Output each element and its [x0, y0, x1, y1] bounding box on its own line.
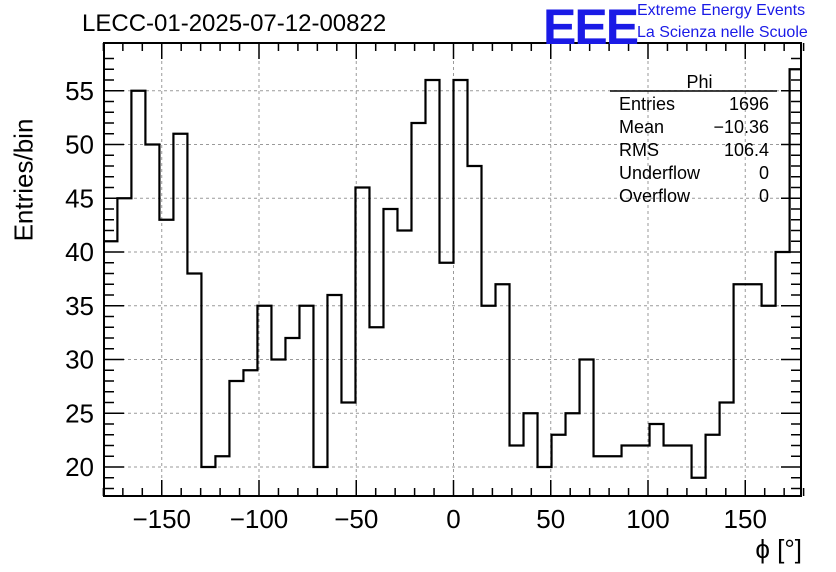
- y-tick-label: 20: [65, 452, 94, 482]
- plot-frame: [103, 42, 802, 497]
- stats-value: 106.4: [724, 140, 769, 160]
- x-tick-label: 100: [626, 504, 669, 534]
- y-tick-label: 35: [65, 291, 94, 321]
- stats-value: 1696: [729, 94, 769, 114]
- stats-value: 0: [759, 186, 769, 206]
- stats-label: Mean: [619, 117, 664, 137]
- logo-line-1: Extreme Energy Events: [637, 2, 806, 19]
- chart-title: LECC-01-2025-07-12-00822: [82, 10, 387, 37]
- y-axis-label: Entries/bin: [8, 118, 39, 242]
- x-axis-label: ϕ [°]: [755, 534, 802, 564]
- x-tick-label: 150: [724, 504, 767, 534]
- tick-labels: −150 −100 −50 0 50 100 150 20 25 30 35 40 45 50 55: [65, 76, 767, 534]
- x-tick-label: −150: [132, 504, 191, 534]
- x-tick-label: 50: [536, 504, 565, 534]
- histogram-line: [104, 68, 801, 479]
- y-tick-label: 45: [65, 183, 94, 213]
- stats-box: Phi Entries 1696 Mean −10.36 RMS 106.4 Underflo…: [610, 72, 777, 206]
- y-tick-label: 40: [65, 237, 94, 267]
- stats-label: Underflow: [619, 163, 701, 183]
- x-tick-label: −50: [334, 504, 378, 534]
- eee-logo: EEE: [543, 0, 639, 55]
- logo-line-2: La Scienza nelle Scuole: [637, 24, 808, 41]
- y-tick-label: 55: [65, 76, 94, 106]
- stats-value: −10.36: [713, 117, 769, 137]
- y-axis-label-box: Entries/bin: [4, 110, 44, 250]
- y-tick-label: 50: [65, 130, 94, 160]
- x-tick-label: 0: [446, 504, 460, 534]
- stats-value: 0: [759, 163, 769, 183]
- stats-label: RMS: [619, 140, 659, 160]
- y-tick-label: 25: [65, 398, 94, 428]
- y-tick-label: 30: [65, 345, 94, 375]
- axis-ticks: [102, 43, 805, 496]
- x-tick-label: −100: [230, 504, 289, 534]
- stats-label: Overflow: [619, 186, 691, 206]
- stats-label: Entries: [619, 94, 675, 114]
- stats-title: Phi: [686, 72, 712, 92]
